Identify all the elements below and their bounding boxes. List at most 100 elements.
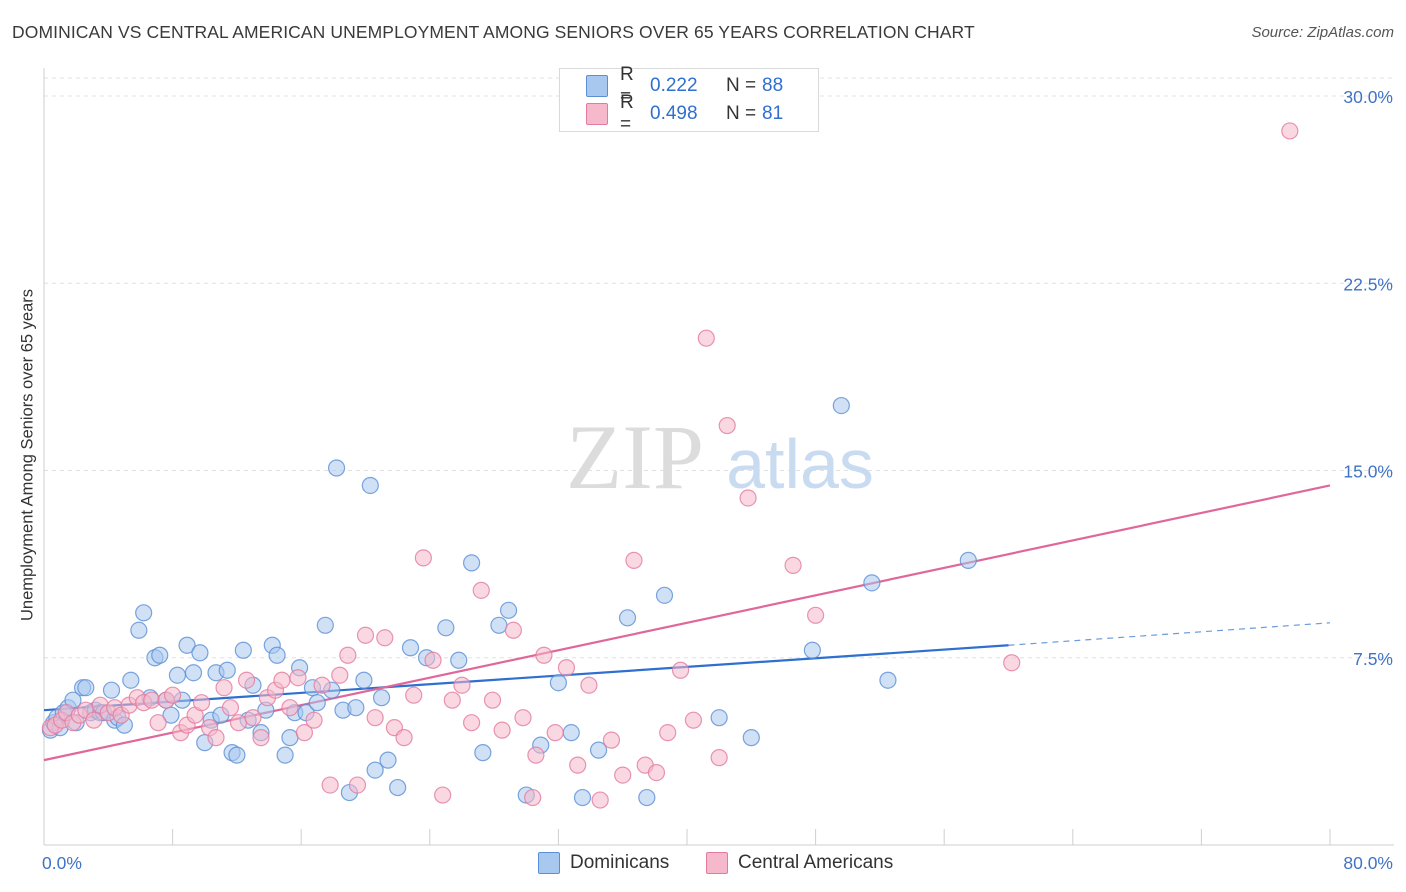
central-americans-point	[710, 749, 728, 767]
dominicans-point	[234, 641, 252, 659]
dominicans-point	[366, 761, 384, 779]
chart-title: DOMINICAN VS CENTRAL AMERICAN UNEMPLOYME…	[12, 22, 975, 42]
r-value: 0.222	[650, 75, 698, 96]
central-americans-point	[557, 659, 576, 677]
central-americans-point	[356, 626, 375, 644]
dominicans-point	[347, 699, 365, 717]
central-americans-point	[244, 709, 262, 727]
dominicans-point	[355, 671, 373, 689]
central-americans-point	[453, 676, 471, 694]
dominicans-point	[276, 746, 294, 764]
legend-label-central-americans: Central Americans	[738, 852, 894, 873]
central-americans-point	[252, 729, 270, 747]
central-americans-point	[395, 729, 413, 747]
central-americans-point	[1003, 654, 1021, 672]
dominicans-point	[372, 689, 391, 707]
central-americans-point	[1281, 122, 1299, 140]
dominicans-point	[863, 574, 881, 592]
y-tick-label: 7.5%	[1353, 649, 1393, 669]
watermark: ZIP atlas	[566, 406, 874, 508]
central-americans-point	[524, 788, 542, 807]
dominicans-point	[308, 694, 326, 712]
central-americans-point	[718, 416, 736, 435]
dominicans-point	[218, 661, 236, 679]
central-americans-point	[434, 786, 452, 804]
n-value: 88	[762, 75, 784, 96]
dominicans-point	[77, 679, 95, 697]
central-americans-point	[273, 671, 291, 689]
r-label: R =	[620, 64, 634, 107]
central-americans-point	[527, 746, 545, 764]
r-value: 0.498	[650, 103, 698, 124]
data-points	[41, 122, 1299, 809]
central-americans-point	[192, 694, 211, 712]
dominicans-point	[184, 664, 203, 682]
blue-swatch	[586, 75, 608, 97]
central-americans-point	[462, 714, 481, 732]
dominicans-point	[589, 741, 608, 759]
central-americans-point	[305, 711, 323, 729]
dominicans-trend-extension	[1008, 622, 1331, 646]
central-americans-point	[697, 329, 715, 347]
central-americans-point	[348, 776, 367, 794]
central-americans-point	[281, 699, 299, 717]
dominicans-point	[281, 729, 299, 747]
y-tick-label: 15.0%	[1343, 462, 1393, 482]
legend-row-central-americans: R = 0.498 N = 81	[586, 92, 784, 135]
dominicans-point	[499, 601, 518, 619]
dominicans-point	[168, 666, 187, 684]
r-label: R =	[620, 92, 634, 135]
n-value: 81	[762, 103, 784, 124]
pink-swatch	[706, 852, 728, 874]
dominicans-point	[268, 646, 286, 664]
dominicans-point	[437, 619, 455, 637]
central-americans-point	[806, 606, 825, 624]
central-americans-point	[339, 646, 357, 664]
legend-item-central-americans[interactable]: Central Americans	[706, 852, 893, 874]
central-americans-point	[739, 489, 757, 507]
dominicans-point	[549, 674, 568, 692]
legend-item-dominicans[interactable]: Dominicans	[538, 852, 669, 874]
central-americans-point	[85, 711, 103, 729]
central-americans-point	[207, 729, 225, 747]
central-americans-point	[784, 556, 802, 574]
dominicans-point	[327, 459, 346, 477]
blue-swatch	[538, 852, 560, 874]
central-americans-point	[569, 756, 587, 774]
central-americans-point	[614, 766, 632, 784]
central-americans-point	[331, 666, 349, 684]
dominicans-point	[151, 646, 169, 664]
central-americans-point	[493, 721, 511, 739]
central-americans-point	[591, 791, 609, 809]
central-americans-point	[546, 724, 564, 742]
dominicans-point	[122, 671, 140, 689]
source-label: Source: ZipAtlas.com	[1251, 24, 1394, 41]
central-americans-point	[602, 731, 621, 749]
dominicans-point	[316, 616, 334, 634]
x-tick-label-max: 80.0%	[1343, 853, 1393, 873]
central-americans-point	[684, 711, 703, 729]
central-americans-point	[313, 676, 331, 694]
legend-row-dominicans: R = 0.222 N = 88	[586, 64, 784, 107]
dominicans-point	[742, 729, 760, 747]
central-americans-point	[580, 676, 598, 694]
dominicans-point	[130, 621, 148, 639]
central-americans-point	[535, 646, 553, 664]
central-americans-point	[321, 776, 339, 794]
central-americans-point	[221, 699, 240, 717]
n-label: N =	[726, 103, 757, 124]
grid-lines	[44, 77, 1394, 659]
correlation-legend: R = 0.222 N = 88 R = 0.498 N = 81	[559, 64, 819, 135]
central-americans-point	[229, 714, 248, 732]
n-label: N =	[726, 75, 757, 96]
dominicans-point	[655, 586, 674, 604]
y-tick-label: 30.0%	[1343, 87, 1393, 107]
dominicans-point	[102, 681, 121, 699]
central-americans-point	[483, 691, 502, 709]
central-americans-point	[405, 686, 423, 704]
tick-labels: 7.5% 15.0% 22.5% 30.0% 0.0% 80.0%	[42, 87, 1393, 873]
legend-label-dominicans: Dominicans	[570, 852, 670, 873]
central-americans-point	[164, 686, 182, 704]
central-americans-point	[443, 691, 461, 709]
